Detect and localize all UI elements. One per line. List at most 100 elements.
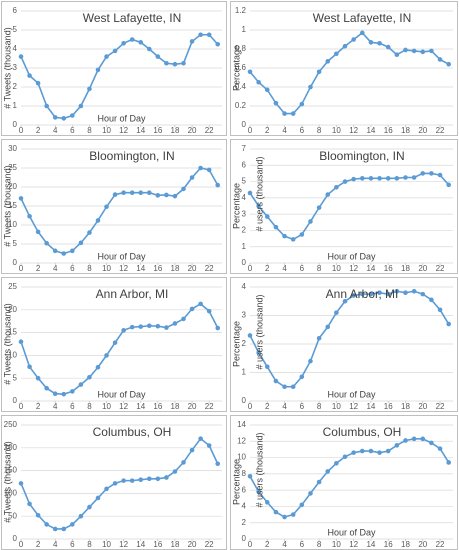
- x-tick-label: 10: [102, 402, 111, 411]
- x-tick-label: 12: [119, 126, 128, 135]
- data-point: [342, 179, 348, 184]
- y-tick-label: 5: [242, 177, 247, 186]
- data-point: [437, 172, 443, 178]
- y-axis-label: Percentage: [231, 459, 241, 505]
- x-tick-label: 12: [349, 402, 358, 411]
- data-point: [256, 350, 261, 355]
- data-point: [273, 100, 279, 106]
- data-point: [394, 288, 400, 294]
- data-point: [368, 176, 374, 181]
- data-point: [61, 116, 67, 121]
- x-axis-label: Hour of Day: [97, 251, 146, 261]
- data-point: [121, 190, 126, 195]
- data-point: [52, 391, 58, 397]
- y-tick-label: 30: [8, 144, 17, 153]
- data-point: [138, 40, 144, 45]
- data-point: [172, 469, 178, 474]
- x-tick-label: 14: [366, 402, 375, 411]
- y-axis-label: # Tweets (thousand): [2, 165, 12, 246]
- x-tick-label: 10: [102, 540, 111, 549]
- data-point: [429, 171, 434, 176]
- data-point: [121, 328, 126, 333]
- data-point: [394, 443, 400, 448]
- data-point: [104, 204, 109, 210]
- chart-title: Columbus, OH: [93, 425, 172, 439]
- x-tick-label: 20: [418, 126, 427, 135]
- data-point: [394, 52, 400, 57]
- y-tick-label: 6: [242, 485, 247, 494]
- data-point: [155, 193, 161, 198]
- data-point: [446, 61, 451, 67]
- data-point: [112, 48, 118, 54]
- data-point: [299, 502, 305, 508]
- data-point: [282, 384, 287, 390]
- data-point: [290, 111, 296, 116]
- data-point: [299, 232, 305, 237]
- data-point: [70, 248, 75, 254]
- x-tick-label: 18: [401, 402, 410, 411]
- data-point: [104, 486, 109, 492]
- data-point: [172, 193, 178, 199]
- x-tick-label: 12: [119, 402, 128, 411]
- data-point: [35, 512, 41, 518]
- x-tick-label: 16: [384, 402, 393, 411]
- data-point: [334, 460, 339, 466]
- data-point: [273, 509, 279, 515]
- x-tick-label: 2: [265, 126, 270, 135]
- data-point: [52, 115, 58, 120]
- data-point: [95, 218, 101, 223]
- data-point: [189, 39, 195, 44]
- x-tick-label: 0: [19, 126, 24, 135]
- chart-title: Columbus, OH: [323, 425, 402, 439]
- chart-title: Bloomington, IN: [319, 149, 404, 163]
- data-point: [35, 229, 41, 235]
- chart-title: Ann Arbor, MI: [326, 287, 399, 301]
- chart-title: Bloomington, IN: [89, 149, 174, 163]
- x-tick-label: 6: [300, 264, 305, 273]
- data-point: [420, 436, 426, 442]
- data-point: [290, 512, 296, 517]
- data-point: [198, 301, 203, 307]
- data-point: [342, 43, 348, 49]
- data-point: [181, 60, 186, 66]
- x-tick-label: 4: [282, 126, 287, 135]
- data-point: [18, 339, 24, 345]
- data-point: [87, 504, 92, 510]
- x-tick-label: 4: [282, 264, 287, 273]
- x-tick-label: 22: [205, 402, 214, 411]
- data-point: [420, 171, 426, 176]
- data-point: [146, 46, 152, 52]
- data-point: [429, 297, 434, 303]
- data-point: [172, 61, 178, 67]
- x-tick-label: 14: [366, 540, 375, 549]
- x-tick-label: 20: [188, 402, 197, 411]
- y-tick-label: 20: [8, 305, 17, 314]
- x-tick-label: 20: [188, 264, 197, 273]
- y-tick-label: 1: [242, 368, 247, 377]
- data-point: [368, 291, 374, 297]
- x-tick-label: 8: [87, 540, 92, 549]
- x-tick-label: 0: [248, 540, 253, 549]
- y-axis-label: # Tweets (thousand): [2, 303, 12, 384]
- data-point: [146, 190, 152, 195]
- y-tick-label: 5: [13, 373, 18, 382]
- x-tick-label: 18: [171, 402, 180, 411]
- data-point: [164, 475, 169, 480]
- data-point: [446, 182, 451, 188]
- data-point: [206, 308, 212, 314]
- data-point: [129, 324, 135, 330]
- data-point: [264, 500, 270, 505]
- y-axis-label: # Tweets (thousand): [2, 27, 12, 108]
- data-point: [299, 101, 305, 107]
- x-tick-label: 0: [19, 402, 24, 411]
- data-point: [70, 113, 75, 118]
- panel-frame: [230, 1, 458, 136]
- chart-title: West Lafayette, IN: [313, 11, 412, 25]
- data-point: [256, 489, 261, 495]
- chart-title: West Lafayette, IN: [83, 11, 182, 25]
- x-tick-label: 14: [366, 264, 375, 273]
- data-point: [44, 103, 49, 109]
- x-tick-label: 2: [36, 264, 41, 273]
- x-tick-label: 22: [205, 264, 214, 273]
- data-point: [164, 60, 169, 66]
